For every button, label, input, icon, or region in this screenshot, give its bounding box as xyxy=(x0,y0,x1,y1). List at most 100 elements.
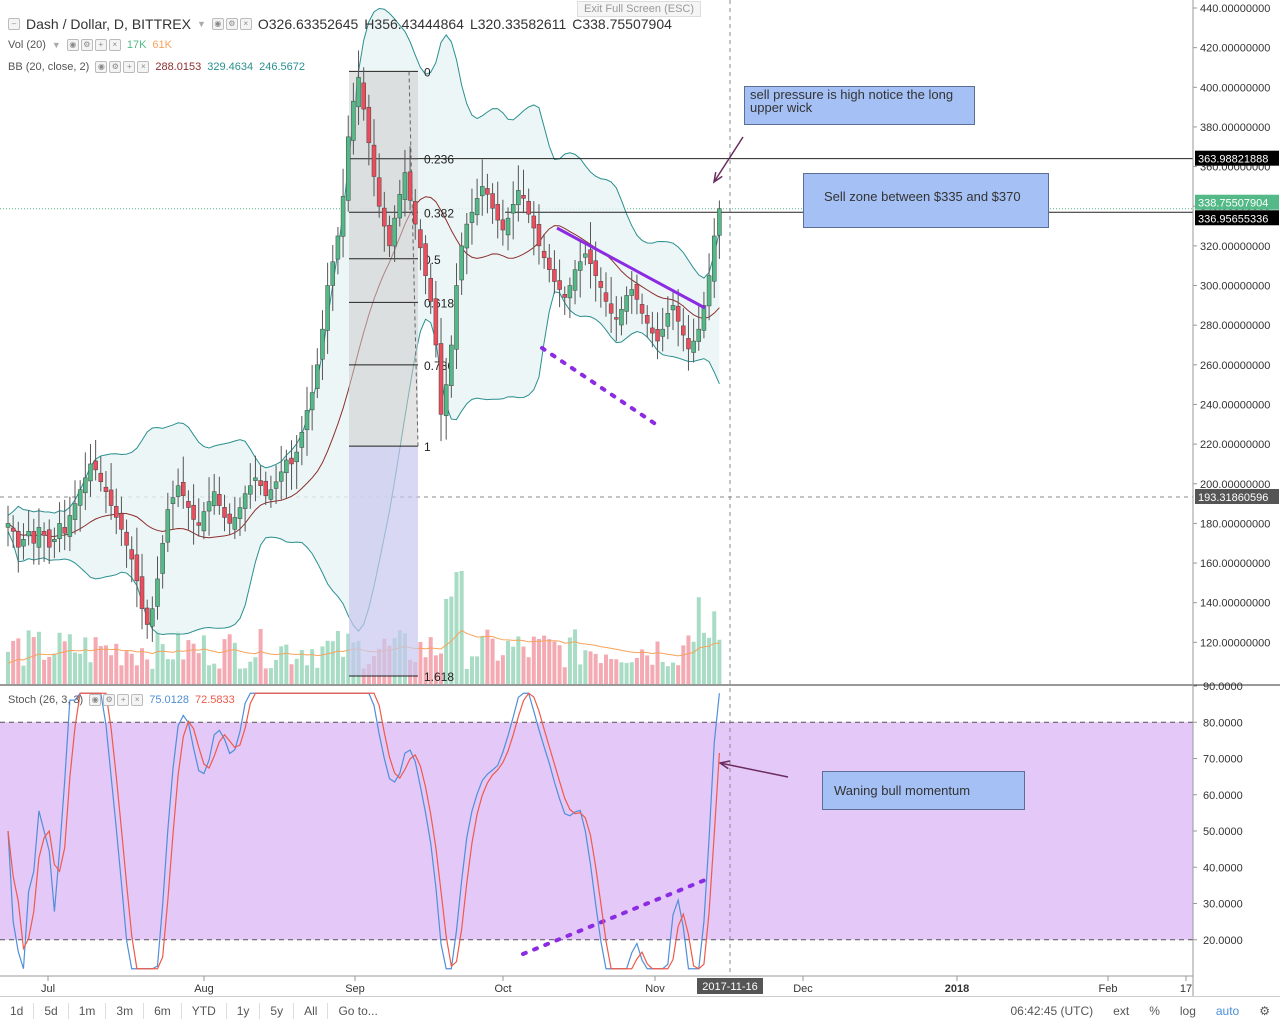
candle-body xyxy=(201,511,207,532)
price-tick-label: 380.00000000 xyxy=(1200,122,1270,134)
range-button-ytd[interactable]: YTD xyxy=(191,1004,216,1018)
candle-body xyxy=(681,325,686,336)
candle-body xyxy=(304,410,310,431)
add-icon[interactable]: + xyxy=(123,61,136,73)
range-button-6m[interactable]: 6m xyxy=(154,1004,171,1018)
price-tick-label: 320.00000000 xyxy=(1200,241,1270,253)
candle-body xyxy=(83,477,88,494)
eye-icon[interactable]: ◉ xyxy=(89,694,102,706)
volume-bar xyxy=(201,635,206,684)
chevron-down-icon[interactable]: ▼ xyxy=(51,40,61,50)
volume-bar xyxy=(47,656,52,684)
bb-legend: BB (20, close, 2) ◉ ⚙ + × 288.0153 329.4634… xyxy=(8,61,305,73)
stoch-tick-label: 50.0000 xyxy=(1203,826,1243,838)
volume-bar xyxy=(439,653,444,684)
collapse-icon[interactable]: – xyxy=(8,18,20,30)
candle-body xyxy=(206,501,212,512)
stoch-d-value: 72.5833 xyxy=(194,694,235,706)
legend-buttons[interactable]: ◉ ⚙ × xyxy=(211,18,252,30)
candle-body xyxy=(614,317,619,320)
volume-bar xyxy=(320,646,325,684)
bb-label[interactable]: BB (20, close, 2) xyxy=(8,61,90,73)
chevron-down-icon[interactable]: ▼ xyxy=(196,19,206,29)
candle-body xyxy=(536,224,542,247)
candle-body xyxy=(26,531,31,537)
candle-body xyxy=(588,249,593,264)
add-icon[interactable]: + xyxy=(94,39,107,51)
toolbar-separator xyxy=(293,1003,295,1019)
range-button-1y[interactable]: 1y xyxy=(236,1004,250,1018)
annotation-sell-zone[interactable]: Sell zone between $335 and $370 xyxy=(803,173,1049,228)
volume-bar xyxy=(11,640,16,684)
auto-toggle[interactable]: auto xyxy=(1215,1004,1240,1018)
candle-body xyxy=(412,201,418,225)
volume-bar xyxy=(423,657,428,684)
close-icon[interactable]: × xyxy=(239,18,252,30)
time-tick-label: Nov xyxy=(645,983,665,995)
stoch-dotted-trendline xyxy=(521,878,707,956)
stoch-label[interactable]: Stoch (26, 3, 3) xyxy=(8,694,84,706)
volume-bar xyxy=(274,659,279,684)
annotation-waning-momentum[interactable]: Waning bull momentum xyxy=(822,771,1025,810)
settings-icon[interactable]: ⚙ xyxy=(109,61,122,73)
volume-label[interactable]: Vol (20) xyxy=(8,39,46,51)
volume-bar xyxy=(289,664,294,684)
volume-bar xyxy=(449,596,454,684)
volume-bar xyxy=(299,650,304,684)
stoch-tick-label: 20.0000 xyxy=(1203,935,1243,947)
ext-toggle[interactable]: ext xyxy=(1113,1004,1130,1018)
candle-body xyxy=(485,188,490,195)
candle-body xyxy=(438,343,444,415)
range-button-5y[interactable]: 5y xyxy=(270,1004,284,1018)
candle-body xyxy=(134,554,140,582)
range-button-1d[interactable]: 1d xyxy=(10,1004,24,1018)
candle-body xyxy=(67,515,73,537)
range-button-3m[interactable]: 3m xyxy=(116,1004,134,1018)
log-toggle[interactable]: log xyxy=(1179,1004,1196,1018)
volume-bar xyxy=(284,644,289,684)
volume-bar xyxy=(701,632,706,684)
candle-body xyxy=(268,489,274,500)
range-button-5d[interactable]: 5d xyxy=(44,1004,58,1018)
eye-icon[interactable]: ◉ xyxy=(95,61,108,73)
time-tick-label: Aug xyxy=(194,983,214,995)
bottom-toolbar: 1d 5d 1m 3m 6m YTD 1y 5y All Go to... 06:42:45 (UT… xyxy=(0,996,1280,1025)
eye-icon[interactable]: ◉ xyxy=(66,39,79,51)
goto-button[interactable]: Go to... xyxy=(338,1004,378,1018)
close-icon[interactable]: × xyxy=(131,694,144,706)
candle-body xyxy=(263,480,268,496)
annotation-sell-pressure[interactable]: sell pressure is high notice the long up… xyxy=(744,86,975,125)
add-icon[interactable]: + xyxy=(117,694,130,706)
volume-bar xyxy=(67,634,72,684)
volume-bar xyxy=(237,668,242,684)
volume-bar xyxy=(119,665,124,684)
candle-body xyxy=(464,223,470,249)
crosshair-date: 2017-11-16 xyxy=(702,981,757,993)
exit-full-screen[interactable]: Exit Full Screen (ESC) xyxy=(577,1,702,17)
trendlines[interactable] xyxy=(521,136,789,956)
symbol-title[interactable]: Dash / Dollar, D, BITTREX xyxy=(26,16,191,32)
range-button-1m[interactable]: 1m xyxy=(78,1004,96,1018)
candle-body xyxy=(144,607,150,625)
utc-time[interactable]: 06:42:45 (UTC) xyxy=(1010,1004,1094,1018)
volume-bar xyxy=(640,649,645,684)
candle-body xyxy=(567,285,573,299)
volume-bar xyxy=(454,572,459,684)
gear-icon[interactable]: ⚙ xyxy=(1259,1004,1270,1018)
settings-icon[interactable]: ⚙ xyxy=(80,39,93,51)
candle-body xyxy=(41,530,47,536)
percent-toggle[interactable]: % xyxy=(1149,1004,1160,1018)
candle-body xyxy=(232,517,238,530)
candle-body xyxy=(366,106,372,144)
close-icon[interactable]: × xyxy=(108,39,121,51)
close-icon[interactable]: × xyxy=(137,61,150,73)
badge-crosshair-bg xyxy=(1195,489,1279,505)
eye-icon[interactable]: ◉ xyxy=(211,18,224,30)
range-button-all[interactable]: All xyxy=(304,1004,318,1018)
settings-icon[interactable]: ⚙ xyxy=(103,694,116,706)
candle-body xyxy=(665,313,671,327)
candle-body xyxy=(449,344,454,386)
settings-icon[interactable]: ⚙ xyxy=(225,18,238,30)
candle-body xyxy=(139,576,145,609)
